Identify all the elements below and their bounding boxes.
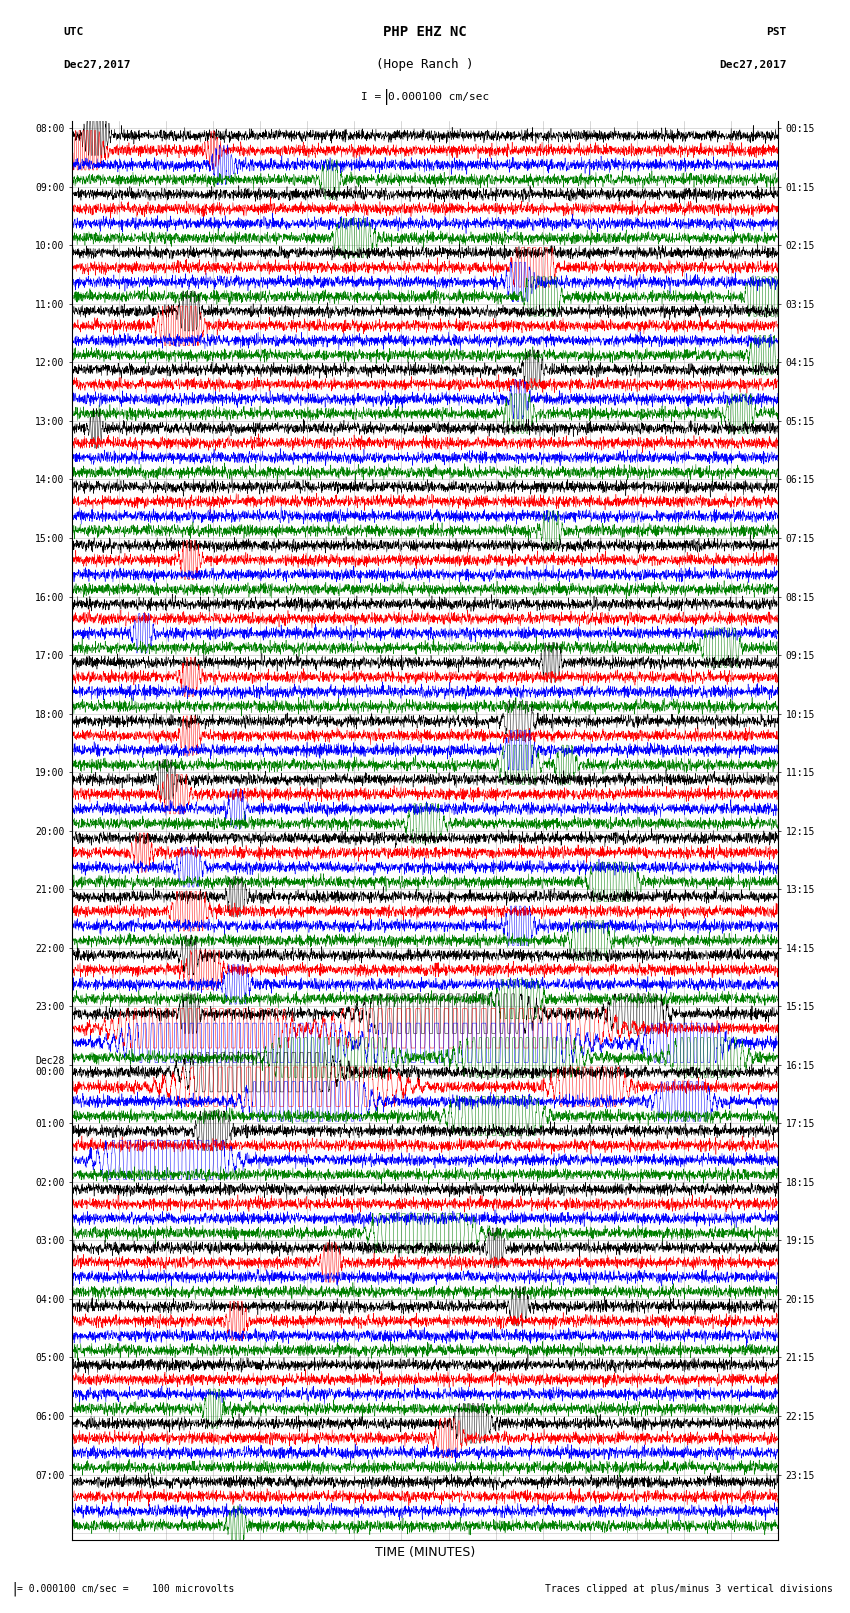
X-axis label: TIME (MINUTES): TIME (MINUTES) [375, 1545, 475, 1560]
Text: = 0.000100 cm/sec =    100 microvolts: = 0.000100 cm/sec = 100 microvolts [17, 1584, 235, 1594]
Text: I = 0.000100 cm/sec: I = 0.000100 cm/sec [361, 92, 489, 102]
Text: |: | [10, 1582, 19, 1595]
Text: (Hope Ranch ): (Hope Ranch ) [377, 58, 473, 71]
Text: UTC: UTC [64, 27, 84, 37]
Text: Traces clipped at plus/minus 3 vertical divisions: Traces clipped at plus/minus 3 vertical … [545, 1584, 833, 1594]
Text: Dec27,2017: Dec27,2017 [64, 60, 131, 69]
Text: Dec27,2017: Dec27,2017 [719, 60, 786, 69]
Text: |: | [382, 89, 391, 105]
Text: PST: PST [766, 27, 786, 37]
Text: PHP EHZ NC: PHP EHZ NC [383, 26, 467, 39]
